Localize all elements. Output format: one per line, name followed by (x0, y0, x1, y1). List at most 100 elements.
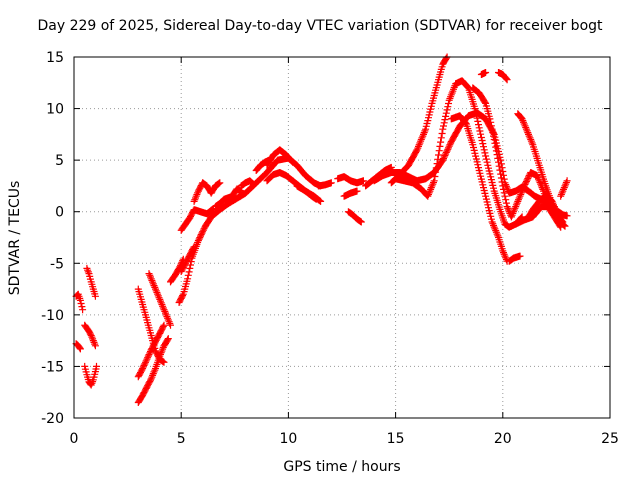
data-point (487, 118, 495, 126)
data-point (159, 323, 167, 330)
series-arc32 (505, 252, 524, 265)
chart-title: Day 229 of 2025, Sidereal Day-to-day VTE… (37, 18, 603, 34)
data-point (514, 197, 522, 205)
data-point (443, 106, 451, 114)
data-point (444, 145, 452, 153)
data-point (418, 134, 426, 142)
data-point (492, 147, 500, 155)
data-point (413, 146, 421, 154)
data-point (501, 192, 509, 200)
data-marks (72, 53, 571, 406)
data-point (518, 115, 526, 123)
data-point (492, 227, 500, 235)
data-point (249, 180, 257, 188)
data-point (249, 180, 257, 187)
data-point (142, 358, 149, 366)
data-point (84, 266, 92, 274)
data-point (557, 191, 565, 198)
data-point (91, 342, 99, 350)
data-point (477, 130, 485, 138)
series-arc14 (190, 179, 224, 205)
data-point (146, 271, 154, 279)
data-point (146, 349, 154, 357)
data-point (438, 130, 446, 137)
data-point (481, 98, 489, 106)
data-point (549, 199, 557, 207)
data-point (524, 175, 532, 182)
data-point (357, 218, 365, 226)
x-tick-label: 20 (494, 431, 512, 447)
data-point (216, 179, 224, 187)
y-tick-label: 15 (46, 50, 64, 66)
data-point (160, 358, 168, 366)
x-tick-label: 10 (279, 431, 297, 447)
data-point (78, 303, 86, 311)
data-point (445, 142, 453, 150)
data-point (503, 76, 511, 84)
data-point (475, 124, 483, 132)
data-point (159, 345, 167, 353)
data-point (159, 304, 167, 312)
y-tick-label: -10 (41, 308, 64, 324)
data-point (289, 158, 297, 166)
data-point (415, 141, 423, 149)
series-arc28 (392, 77, 526, 231)
data-point (496, 166, 504, 174)
data-point (557, 192, 565, 200)
data-point (525, 132, 533, 140)
data-point (516, 192, 524, 200)
data-point (512, 201, 520, 209)
x-tick-label: 5 (177, 431, 186, 447)
y-tick-label: 0 (55, 205, 64, 221)
data-point (497, 170, 505, 178)
data-point (482, 152, 490, 160)
data-point (489, 129, 497, 137)
data-point (76, 296, 84, 304)
data-point (196, 234, 204, 242)
data-point (462, 119, 470, 127)
y-tick-label: -5 (50, 256, 64, 272)
data-point (561, 182, 569, 190)
data-point (442, 148, 450, 156)
data-point (437, 134, 445, 142)
data-point (440, 122, 447, 130)
data-point (199, 226, 207, 234)
series-arc5 (81, 362, 100, 389)
data-point (184, 271, 192, 279)
data-point (482, 69, 490, 76)
data-point (502, 199, 510, 207)
data-point (518, 187, 526, 195)
data-point (77, 300, 85, 307)
data-point (147, 376, 154, 384)
data-point (149, 280, 157, 288)
data-point (164, 314, 172, 322)
data-point (463, 82, 471, 90)
data-point (145, 351, 153, 359)
data-point (445, 100, 452, 107)
data-point (151, 366, 159, 374)
data-point (152, 287, 160, 295)
data-point (507, 213, 515, 221)
data-point (148, 277, 156, 284)
data-point (193, 191, 201, 198)
data-point (195, 235, 203, 243)
data-point (160, 321, 168, 329)
data-point (157, 299, 165, 307)
data-point (415, 142, 422, 150)
data-point (163, 313, 171, 321)
data-point (494, 154, 502, 162)
data-point (427, 184, 435, 192)
data-point (444, 103, 452, 111)
data-point (557, 223, 565, 231)
data-point (471, 105, 479, 113)
data-point (141, 360, 149, 368)
data-point (156, 295, 164, 303)
y-tick-label: 10 (46, 102, 64, 118)
data-point (511, 204, 519, 212)
data-point (420, 129, 428, 137)
series-arc33 (495, 69, 511, 84)
series-arc3 (83, 264, 99, 300)
series-arc12 (177, 205, 217, 234)
data-point (88, 379, 96, 387)
